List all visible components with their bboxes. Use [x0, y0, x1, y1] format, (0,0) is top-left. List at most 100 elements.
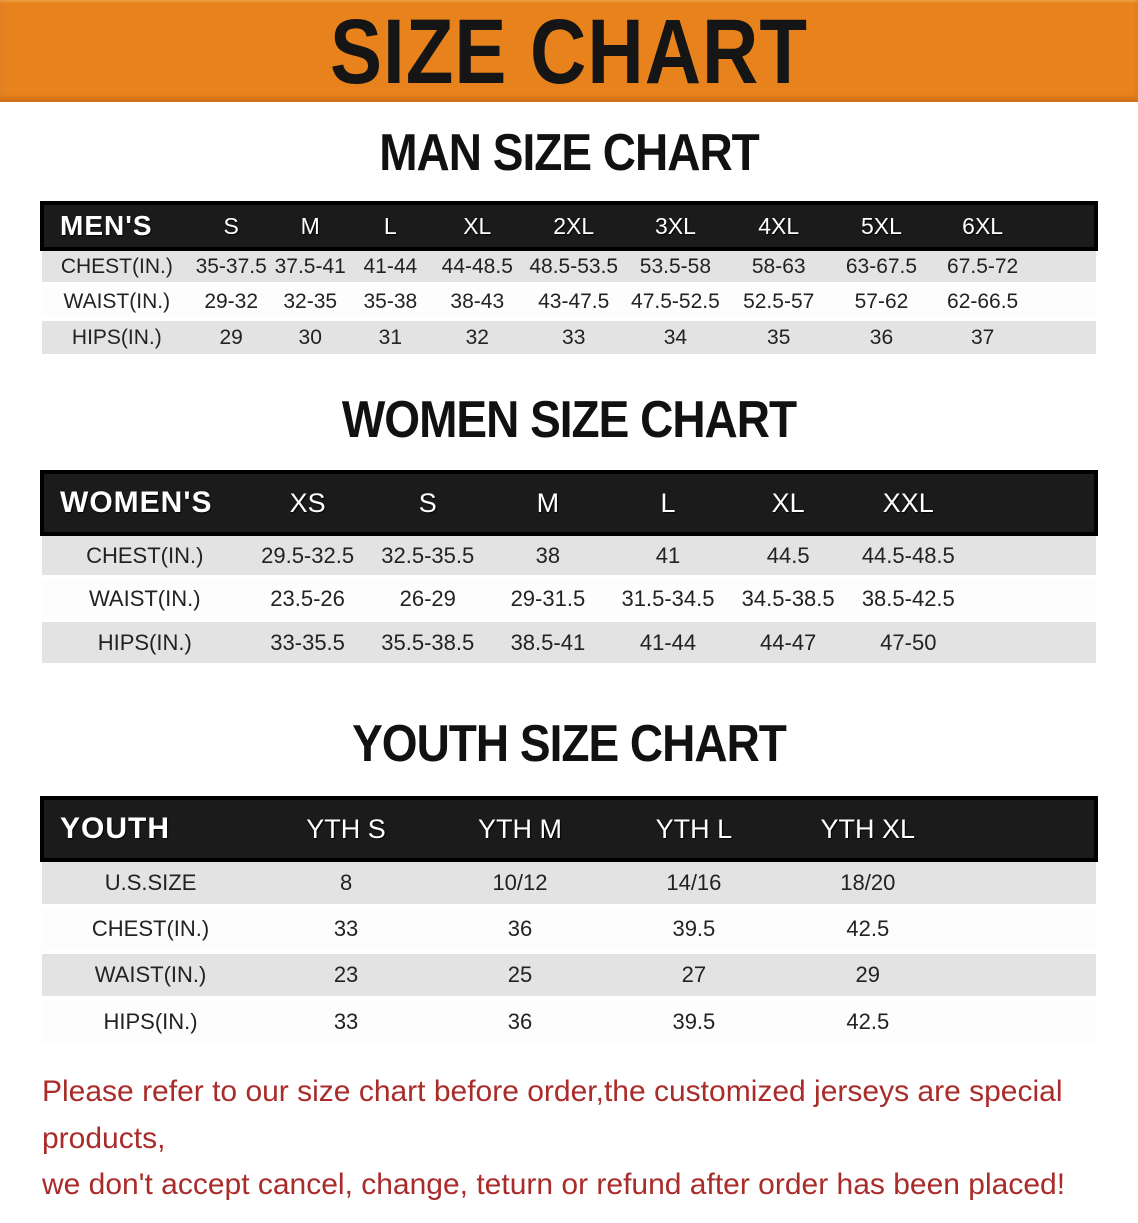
cell: 38 [487, 532, 608, 577]
men-col-6xl: 6XL [932, 201, 1033, 251]
filler-cell [954, 858, 1096, 906]
row-label: CHEST(IN.) [42, 247, 192, 284]
youth-col-l: YTH L [606, 796, 781, 862]
youth-ussize-row: U.S.SIZE 8 10/12 14/16 18/20 [42, 858, 1096, 906]
men-hips-row: HIPS(IN.) 29 30 31 32 33 34 35 36 37 [42, 317, 1096, 354]
cell: 58-63 [727, 247, 831, 284]
women-col-xs: XS [247, 470, 368, 536]
cell: 39.5 [606, 904, 781, 952]
women-table-wrap: WOMEN'S XS S M L XL XXL CHEST(IN.) 29.5-… [0, 470, 1138, 663]
cell: 35 [727, 317, 831, 354]
men-table-wrap: MEN'S S M L XL 2XL 3XL 4XL 5XL 6XL [0, 201, 1138, 354]
cell: 25 [433, 950, 607, 998]
men-col-4xl: 4XL [727, 201, 831, 251]
cell: 32.5-35.5 [367, 532, 488, 577]
youth-chest-row: CHEST(IN.) 33 36 39.5 42.5 [42, 904, 1096, 952]
youth-hips-row: HIPS(IN.) 33 36 39.5 42.5 [42, 996, 1096, 1044]
footer-note: Please refer to our size chart before or… [0, 1069, 1138, 1223]
men-col-5xl: 5XL [830, 201, 933, 251]
men-col-l: L [349, 201, 431, 251]
cell: 31.5-34.5 [607, 575, 729, 620]
cell: 41 [607, 532, 729, 577]
row-label: CHEST(IN.) [42, 532, 248, 577]
cell: 35.5-38.5 [367, 618, 488, 663]
cell: 35-37.5 [191, 247, 271, 284]
cell: 33 [259, 996, 434, 1044]
cell: 26-29 [367, 575, 488, 620]
filler-cell [968, 575, 1096, 620]
cell: 44-47 [728, 618, 849, 663]
women-col-xl: XL [728, 470, 849, 536]
cell: 23.5-26 [247, 575, 368, 620]
cell: 31 [349, 317, 431, 354]
row-label: HIPS(IN.) [42, 618, 248, 663]
cell: 41-44 [349, 247, 431, 284]
youth-header-filler [954, 796, 1099, 862]
cell: 29-31.5 [487, 575, 608, 620]
filler-cell [1032, 247, 1096, 284]
women-col-s: S [367, 470, 488, 536]
men-col-m: M [270, 201, 350, 251]
men-size-table: MEN'S S M L XL 2XL 3XL 4XL 5XL 6XL [40, 201, 1099, 354]
cell: 10/12 [433, 858, 607, 906]
cell: 44-48.5 [430, 247, 524, 284]
cell: 47-50 [848, 618, 969, 663]
cell: 53.5-58 [623, 247, 728, 284]
page-title: SIZE CHART [330, 5, 808, 97]
men-col-2xl: 2XL [523, 201, 624, 251]
filler-cell [1032, 282, 1096, 319]
filler-cell [954, 950, 1096, 998]
cell: 41-44 [607, 618, 729, 663]
cell: 29 [780, 950, 955, 998]
row-label: WAIST(IN.) [42, 575, 248, 620]
youth-table-wrap: YOUTH YTH S YTH M YTH L YTH XL U.S.SIZE … [0, 796, 1138, 1044]
men-header-row: MEN'S S M L XL 2XL 3XL 4XL 5XL 6XL [40, 201, 1099, 251]
cell: 30 [270, 317, 350, 354]
footer-note-line1: Please refer to our size chart before or… [42, 1075, 1063, 1155]
cell: 32-35 [270, 282, 350, 319]
cell: 8 [259, 858, 434, 906]
cell: 29-32 [191, 282, 271, 319]
footer-note-line2: we don't accept cancel, change, teturn o… [42, 1168, 1066, 1201]
cell: 29.5-32.5 [247, 532, 368, 577]
cell: 36 [830, 317, 933, 354]
cell: 39.5 [606, 996, 781, 1044]
men-col-3xl: 3XL [623, 201, 728, 251]
cell: 37.5-41 [270, 247, 350, 284]
cell: 52.5-57 [727, 282, 831, 319]
cell: 18/20 [780, 858, 955, 906]
cell: 32 [430, 317, 524, 354]
men-section-heading: MAN SIZE CHART [379, 122, 760, 182]
women-table-title: WOMEN'S [40, 470, 248, 536]
men-col-s: S [191, 201, 271, 251]
row-label: HIPS(IN.) [42, 996, 260, 1044]
row-label: U.S.SIZE [42, 858, 260, 906]
cell: 63-67.5 [830, 247, 933, 284]
women-col-l: L [607, 470, 729, 536]
cell: 23 [259, 950, 434, 998]
filler-cell [954, 904, 1096, 952]
women-size-table: WOMEN'S XS S M L XL XXL CHEST(IN.) 29.5-… [40, 470, 1098, 663]
banner: SIZE CHART [0, 0, 1138, 102]
cell: 38.5-41 [487, 618, 608, 663]
cell: 33 [259, 904, 434, 952]
men-col-xl: XL [430, 201, 524, 251]
row-label: CHEST(IN.) [42, 904, 260, 952]
youth-col-xl: YTH XL [780, 796, 955, 862]
men-table-title: MEN'S [40, 201, 192, 251]
filler-cell [968, 618, 1096, 663]
cell: 38-43 [430, 282, 524, 319]
women-hips-row: HIPS(IN.) 33-35.5 35.5-38.5 38.5-41 41-4… [42, 618, 1096, 663]
women-header-filler [968, 470, 1098, 536]
cell: 35-38 [349, 282, 431, 319]
page-title-text: SIZE CHART [330, 0, 808, 103]
women-section-heading: WOMEN SIZE CHART [341, 389, 797, 449]
cell: 14/16 [606, 858, 781, 906]
cell: 33 [523, 317, 624, 354]
cell: 34 [623, 317, 728, 354]
cell: 47.5-52.5 [623, 282, 728, 319]
youth-waist-row: WAIST(IN.) 23 25 27 29 [42, 950, 1096, 998]
cell: 44.5-48.5 [848, 532, 969, 577]
row-label: WAIST(IN.) [42, 282, 192, 319]
